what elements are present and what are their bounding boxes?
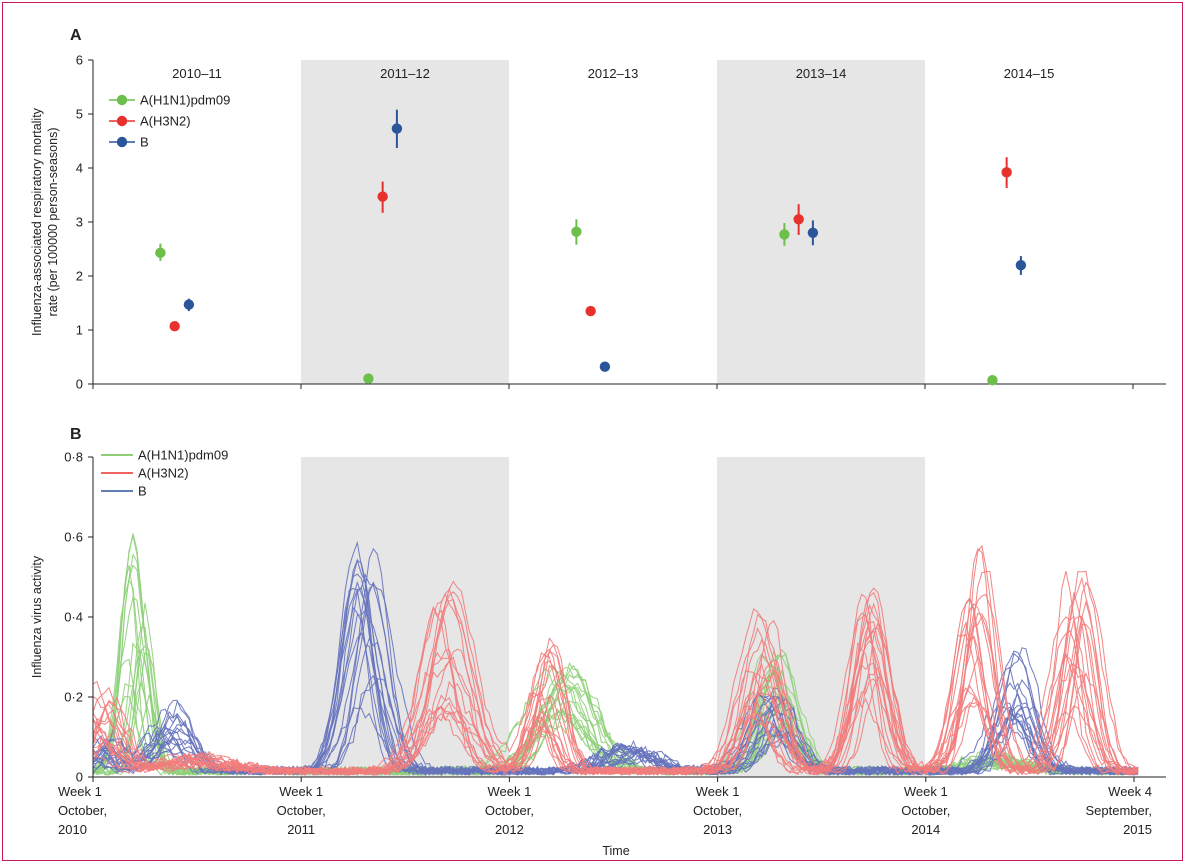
panel-b-lines (92, 533, 1139, 777)
x-tick-label: Week 1 (904, 784, 948, 799)
data-point (585, 305, 596, 317)
x-tick-label: October, (277, 803, 326, 818)
season-shade (301, 60, 509, 384)
legend-swatch-dot (116, 94, 128, 106)
x-tick-label: Week 1 (487, 784, 531, 799)
b-line (92, 547, 1139, 777)
legend-label: A(H3N2) (140, 114, 191, 129)
y-tick-label: 0 (76, 770, 83, 785)
y-tick-label: 2 (76, 269, 83, 284)
x-tick-label: 2010 (58, 822, 87, 837)
season-label: 2012–13 (588, 66, 639, 81)
b-line (92, 558, 1139, 776)
y-tick-label: 0·6 (64, 530, 83, 545)
x-tick-label: 2013 (703, 822, 732, 837)
season-label: 2010–11 (172, 66, 222, 81)
panel-a-points (155, 109, 1027, 386)
x-tick-label: 2015 (1123, 822, 1152, 837)
legend-swatch-dot (116, 115, 128, 127)
season-label: 2013–14 (796, 66, 847, 81)
panel-a: A 2010–11 2011–12 2012–13 2013–14 2014–15 0 1… (30, 27, 1166, 392)
legend-label: B (140, 135, 149, 150)
h3n2-line (92, 662, 1139, 776)
panel-a-season-shading (301, 60, 925, 384)
legend-label: A(H1N1)pdm09 (138, 448, 228, 463)
data-point (793, 214, 804, 225)
legend-label: A(H1N1)pdm09 (140, 93, 230, 108)
x-tick-label: Week 1 (58, 784, 102, 799)
data-point (1015, 260, 1027, 271)
x-tick-label: September, (1086, 803, 1153, 818)
panel-a-y-axis: 0 1 2 3 4 5 6 (76, 53, 1166, 392)
legend-label: B (138, 484, 147, 499)
panel-b-season-shading (301, 457, 925, 777)
panel-a-y-axis-title: Influenza-associated respiratory mortali… (30, 107, 44, 336)
season-shade (717, 60, 925, 384)
y-tick-label: 1 (76, 323, 83, 338)
panel-a-y-axis-title-line2: rate (per 100000 person-seasons) (46, 127, 60, 316)
data-point (1001, 167, 1012, 178)
h3n2-line (92, 570, 1139, 776)
y-tick-label: 0·4 (64, 610, 83, 625)
h3n2-line (92, 576, 1139, 776)
y-tick-label: 6 (76, 53, 83, 68)
x-tick-label: October, (485, 803, 534, 818)
data-point (571, 226, 582, 237)
panel-b-x-axis: Week 1 October, 2010 Week 1 October, 2011 Week… (58, 776, 1166, 837)
y-tick-label: 3 (76, 215, 83, 230)
legend-label: A(H3N2) (138, 466, 189, 481)
x-tick-label: Week 1 (279, 784, 323, 799)
panel-b-letter: B (70, 426, 82, 443)
season-label: 2014–15 (1004, 66, 1055, 81)
season-label: 2011–12 (380, 66, 430, 81)
panel-a-season-labels: 2010–11 2011–12 2012–13 2013–14 2014–15 (172, 66, 1054, 81)
data-point (987, 375, 998, 386)
chart-canvas: A 2010–11 2011–12 2012–13 2013–14 2014–15 0 1… (30, 27, 1166, 858)
x-tick-label: 2014 (911, 822, 940, 837)
panel-b-legend: A(H1N1)pdm09 A(H3N2) B (101, 448, 228, 499)
data-point (391, 123, 403, 134)
panel-a-legend: A(H1N1)pdm09 A(H3N2) B (109, 93, 230, 150)
x-tick-label: Week 4 (1108, 784, 1152, 799)
x-tick-label: October, (693, 803, 742, 818)
data-point (807, 227, 819, 238)
x-tick-label: Week 1 (696, 784, 740, 799)
y-tick-label: 4 (76, 161, 83, 176)
x-tick-label: October, (901, 803, 950, 818)
panel-b-y-axis-title: Influenza virus activity (30, 555, 44, 678)
data-point (363, 373, 374, 384)
y-tick-label: 0 (76, 377, 83, 392)
panel-b-y-axis: 0 0·2 0·4 0·6 0·8 (64, 450, 94, 785)
panel-b-x-axis-title: Time (602, 844, 629, 858)
x-tick-label: 2012 (495, 822, 524, 837)
panel-a-letter: A (70, 27, 82, 44)
y-tick-label: 0·8 (64, 450, 83, 465)
x-tick-label: 2011 (287, 822, 315, 837)
b-line (92, 559, 1139, 776)
h3n2-line (92, 598, 1139, 776)
y-tick-label: 5 (76, 107, 83, 122)
data-point (599, 361, 611, 372)
data-point (169, 321, 180, 332)
data-point (155, 247, 166, 258)
data-point (377, 191, 388, 202)
x-tick-label: October, (58, 803, 107, 818)
data-point (779, 229, 790, 240)
y-tick-label: 0·2 (64, 690, 83, 705)
legend-swatch-dot (116, 136, 128, 148)
data-point (183, 299, 195, 310)
